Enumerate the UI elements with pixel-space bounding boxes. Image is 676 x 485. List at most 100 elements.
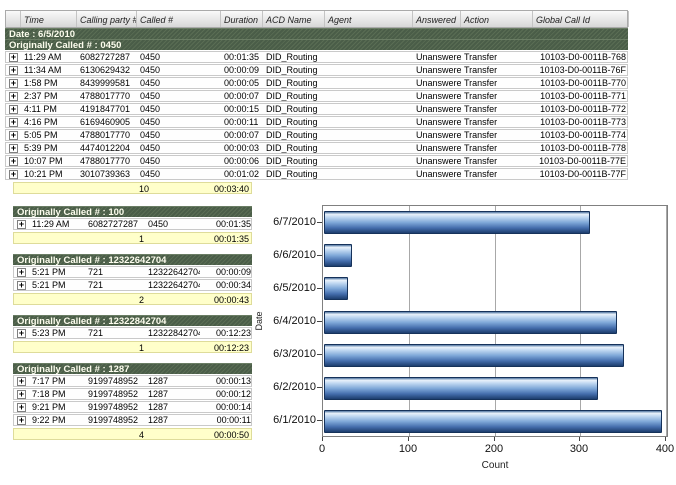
expand-cell: + bbox=[14, 219, 29, 229]
originally-called-group: Originally Called # : 12322842704 +5:23 P… bbox=[13, 315, 252, 353]
cell-called: 12322642704 bbox=[148, 280, 200, 290]
cell-duration: 00:00:09 bbox=[215, 267, 251, 277]
cell-action: Transfer bbox=[464, 130, 498, 140]
expand-cell: + bbox=[6, 130, 21, 140]
cell-calling: 9199748952 bbox=[88, 415, 139, 425]
originally-called-header: Originally Called # : 1287 bbox=[13, 363, 252, 375]
cell-calling: 721 bbox=[88, 267, 104, 277]
chart-x-tick-label: 300 bbox=[569, 443, 589, 455]
call-row: +5:21 PM 721 12322642704 00:00:34 bbox=[13, 279, 252, 291]
cell-acd: DID_Routing bbox=[266, 117, 318, 127]
column-header: Called # bbox=[137, 11, 221, 27]
cell-duration: 00:12:23 bbox=[215, 328, 251, 338]
expand-row-button[interactable]: + bbox=[9, 169, 18, 179]
cell-global-id: 10103-D0-0011B-772 bbox=[540, 104, 626, 114]
expand-row-button[interactable]: + bbox=[17, 219, 26, 229]
expand-row-button[interactable]: + bbox=[17, 389, 26, 399]
call-row: +2:37 PM 4788017770 0450 00:00:07 DID_Routin… bbox=[5, 90, 628, 102]
cell-action: Transfer bbox=[464, 169, 498, 179]
chart-gridline bbox=[666, 206, 667, 436]
chart-y-tick-mark bbox=[317, 222, 322, 223]
expand-row-button[interactable]: + bbox=[9, 156, 18, 166]
cell-time: 2:37 PM bbox=[24, 91, 58, 101]
expand-row-button[interactable]: + bbox=[9, 65, 18, 75]
column-header: Action bbox=[461, 11, 533, 27]
call-row: +11:34 AM 6130629432 0450 00:00:09 DID_Routi… bbox=[5, 64, 628, 76]
cell-duration: 00:00:15 bbox=[224, 104, 260, 114]
expand-row-button[interactable]: + bbox=[17, 402, 26, 412]
cell-global-id: 10103-D0-0011B-76F bbox=[539, 65, 626, 75]
cell-calling: 4788017770 bbox=[80, 156, 131, 166]
cell-called: 0450 bbox=[140, 65, 161, 75]
cell-acd: DID_Routing bbox=[266, 130, 318, 140]
cell-called: 1287 bbox=[148, 415, 169, 425]
summary-call-count: 10 bbox=[139, 184, 150, 194]
expand-row-button[interactable]: + bbox=[9, 143, 18, 153]
originally-called-group: Originally Called # : 100 +11:29 AM 608272… bbox=[13, 206, 252, 244]
cell-answered: Unanswered bbox=[416, 169, 461, 179]
chart-bar bbox=[324, 377, 598, 400]
chart-y-tick-mark bbox=[317, 387, 322, 388]
chart-x-tick-label: 400 bbox=[655, 443, 675, 455]
chart-bar bbox=[324, 344, 624, 367]
originally-called-group: Originally Called # : 1287 +7:17 PM 919974… bbox=[13, 363, 252, 440]
cell-global-id: 10103-D0-0011B-773 bbox=[540, 117, 626, 127]
column-header: Time bbox=[21, 11, 77, 27]
call-row: +11:29 AM 6082727287 0450 00:01:35 DID_Routi… bbox=[5, 51, 628, 63]
expand-row-button[interactable]: + bbox=[9, 130, 18, 140]
expand-cell: + bbox=[6, 52, 21, 62]
cell-called: 0450 bbox=[140, 117, 161, 127]
expand-row-button[interactable]: + bbox=[17, 376, 26, 386]
group-summary-row: 2 00:00:43 bbox=[13, 293, 252, 305]
cell-called: 0450 bbox=[140, 169, 161, 179]
cell-called: 1287 bbox=[148, 376, 169, 386]
expand-row-button[interactable]: + bbox=[9, 91, 18, 101]
cell-action: Transfer bbox=[464, 52, 498, 62]
chart-y-tick-label: 6/1/2010 bbox=[273, 414, 316, 426]
cell-calling: 9199748952 bbox=[88, 389, 139, 399]
expand-row-button[interactable]: + bbox=[17, 267, 26, 277]
chart-y-tick-label: 6/7/2010 bbox=[273, 216, 316, 228]
originally-called-groups: Originally Called # : 100 +11:29 AM 608272… bbox=[13, 206, 252, 450]
cell-called: 12322842704 bbox=[148, 328, 200, 338]
chart-bar bbox=[324, 211, 590, 234]
expand-row-button[interactable]: + bbox=[9, 52, 18, 62]
summary-call-count: 1 bbox=[139, 343, 145, 353]
chart-y-tick-label: 6/2/2010 bbox=[273, 381, 316, 393]
cell-called: 0450 bbox=[140, 156, 161, 166]
cell-global-id: 10103-D0-0011B-774 bbox=[540, 130, 626, 140]
expand-row-button[interactable]: + bbox=[9, 104, 18, 114]
originally-called-header: Originally Called # : 12322642704 bbox=[13, 254, 252, 266]
expand-row-button[interactable]: + bbox=[17, 415, 26, 425]
cell-duration: 00:00:14 bbox=[215, 402, 251, 412]
expand-row-button[interactable]: + bbox=[17, 280, 26, 290]
cell-calling: 721 bbox=[88, 280, 104, 290]
cell-time: 11:34 AM bbox=[24, 65, 62, 75]
chart-plot-area bbox=[322, 205, 668, 437]
cell-time: 9:22 PM bbox=[32, 415, 66, 425]
cell-calling: 9199748952 bbox=[88, 402, 139, 412]
chart-y-tick-label: 6/4/2010 bbox=[273, 315, 316, 327]
expand-row-button[interactable]: + bbox=[9, 78, 18, 88]
cell-time: 11:29 AM bbox=[32, 219, 70, 229]
column-header bbox=[6, 11, 21, 27]
expand-row-button[interactable]: + bbox=[9, 117, 18, 127]
summary-total-duration: 00:01:35 bbox=[213, 234, 249, 244]
cell-calling: 721 bbox=[88, 328, 104, 338]
expand-row-button[interactable]: + bbox=[17, 328, 26, 338]
cell-time: 10:21 PM bbox=[24, 169, 63, 179]
cell-action: Transfer bbox=[464, 117, 498, 127]
cell-called: 12322642704 bbox=[148, 267, 200, 277]
cell-answered: Unanswered bbox=[416, 117, 461, 127]
cell-duration: 00:00:11 bbox=[216, 415, 251, 425]
chart-y-tick-label: 6/6/2010 bbox=[273, 249, 316, 261]
call-row: +7:17 PM 9199748952 1287 00:00:13 bbox=[13, 375, 252, 387]
cell-calling: 9199748952 bbox=[88, 376, 139, 386]
cell-time: 11:29 AM bbox=[24, 52, 62, 62]
cell-acd: DID_Routing bbox=[266, 143, 318, 153]
table-header-row: Time Calling party # Called # Duration ACD N… bbox=[5, 10, 629, 28]
chart-y-tick-mark bbox=[317, 255, 322, 256]
cell-time: 1:58 PM bbox=[24, 78, 58, 88]
cell-global-id: 10103-D0-0011B-768 bbox=[540, 52, 626, 62]
cell-duration: 00:00:13 bbox=[215, 376, 251, 386]
